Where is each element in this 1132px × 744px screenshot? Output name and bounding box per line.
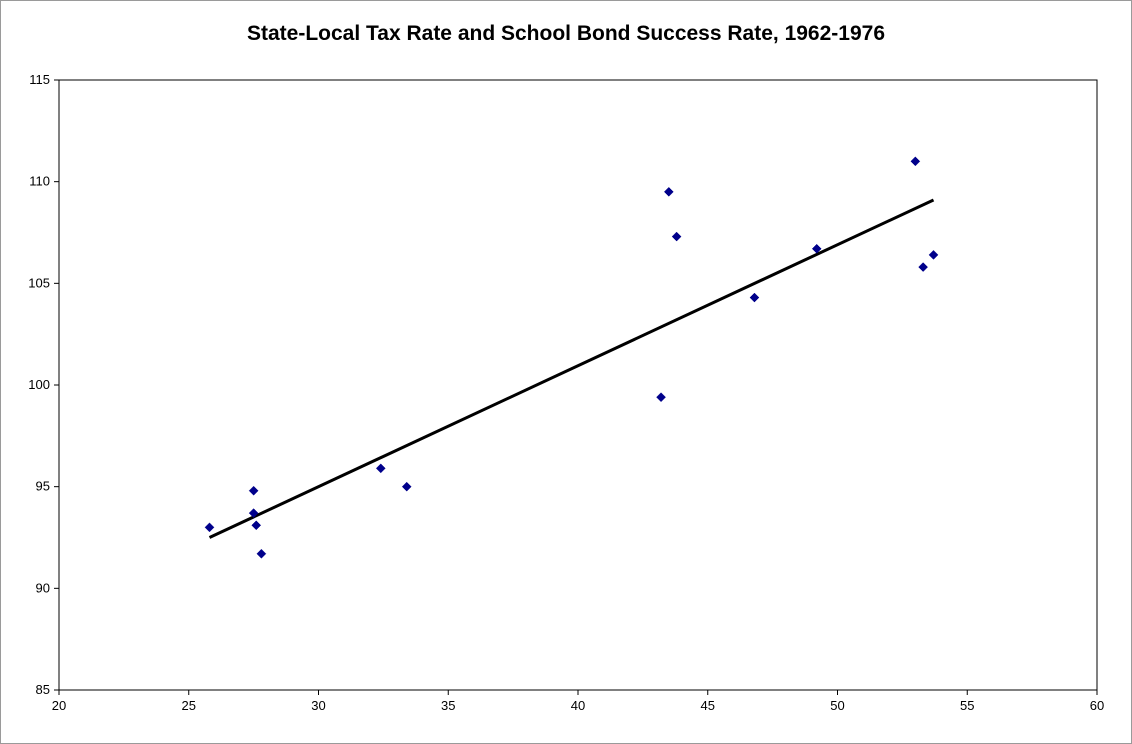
- data-point: [204, 522, 215, 533]
- data-point: [656, 392, 666, 403]
- x-tick-label: 40: [571, 698, 585, 713]
- data-point: [811, 243, 822, 254]
- data-point: [910, 156, 921, 167]
- chart-title: State-Local Tax Rate and School Bond Suc…: [246, 22, 885, 45]
- x-tick-label: 25: [182, 698, 196, 713]
- data-points: [204, 156, 939, 559]
- data-point: [671, 231, 682, 242]
- trendline-group: [208, 198, 935, 539]
- x-tick-label: 30: [311, 698, 325, 713]
- data-point: [248, 485, 259, 496]
- data-point: [256, 548, 267, 559]
- y-tick-label: 95: [36, 479, 50, 494]
- data-point: [251, 520, 262, 531]
- data-point: [918, 262, 928, 272]
- data-point: [375, 463, 386, 474]
- data-point: [749, 292, 760, 303]
- x-tick-label: 20: [52, 698, 66, 713]
- x-tick-label: 45: [701, 698, 715, 713]
- y-tick-label: 115: [29, 72, 50, 87]
- x-tick-label: 60: [1090, 698, 1104, 713]
- x-tick-label: 55: [960, 698, 974, 713]
- trendline: [208, 198, 935, 539]
- y-tick-label: 90: [36, 580, 50, 595]
- data-point: [663, 186, 674, 197]
- data-point: [401, 481, 412, 492]
- data-point: [248, 508, 259, 518]
- y-tick-label: 85: [36, 682, 50, 697]
- x-tick-label: 50: [830, 698, 844, 713]
- y-tick-label: 100: [28, 377, 50, 392]
- y-tick-label: 110: [29, 174, 50, 189]
- x-tick-label: 35: [441, 698, 455, 713]
- plot-area: [58, 79, 1098, 691]
- axes: 20 25 30 35 40 45 50 55 60 85 90 95 100 105 110 115: [28, 72, 1104, 713]
- y-tick-label: 105: [28, 275, 50, 290]
- data-point: [928, 250, 939, 260]
